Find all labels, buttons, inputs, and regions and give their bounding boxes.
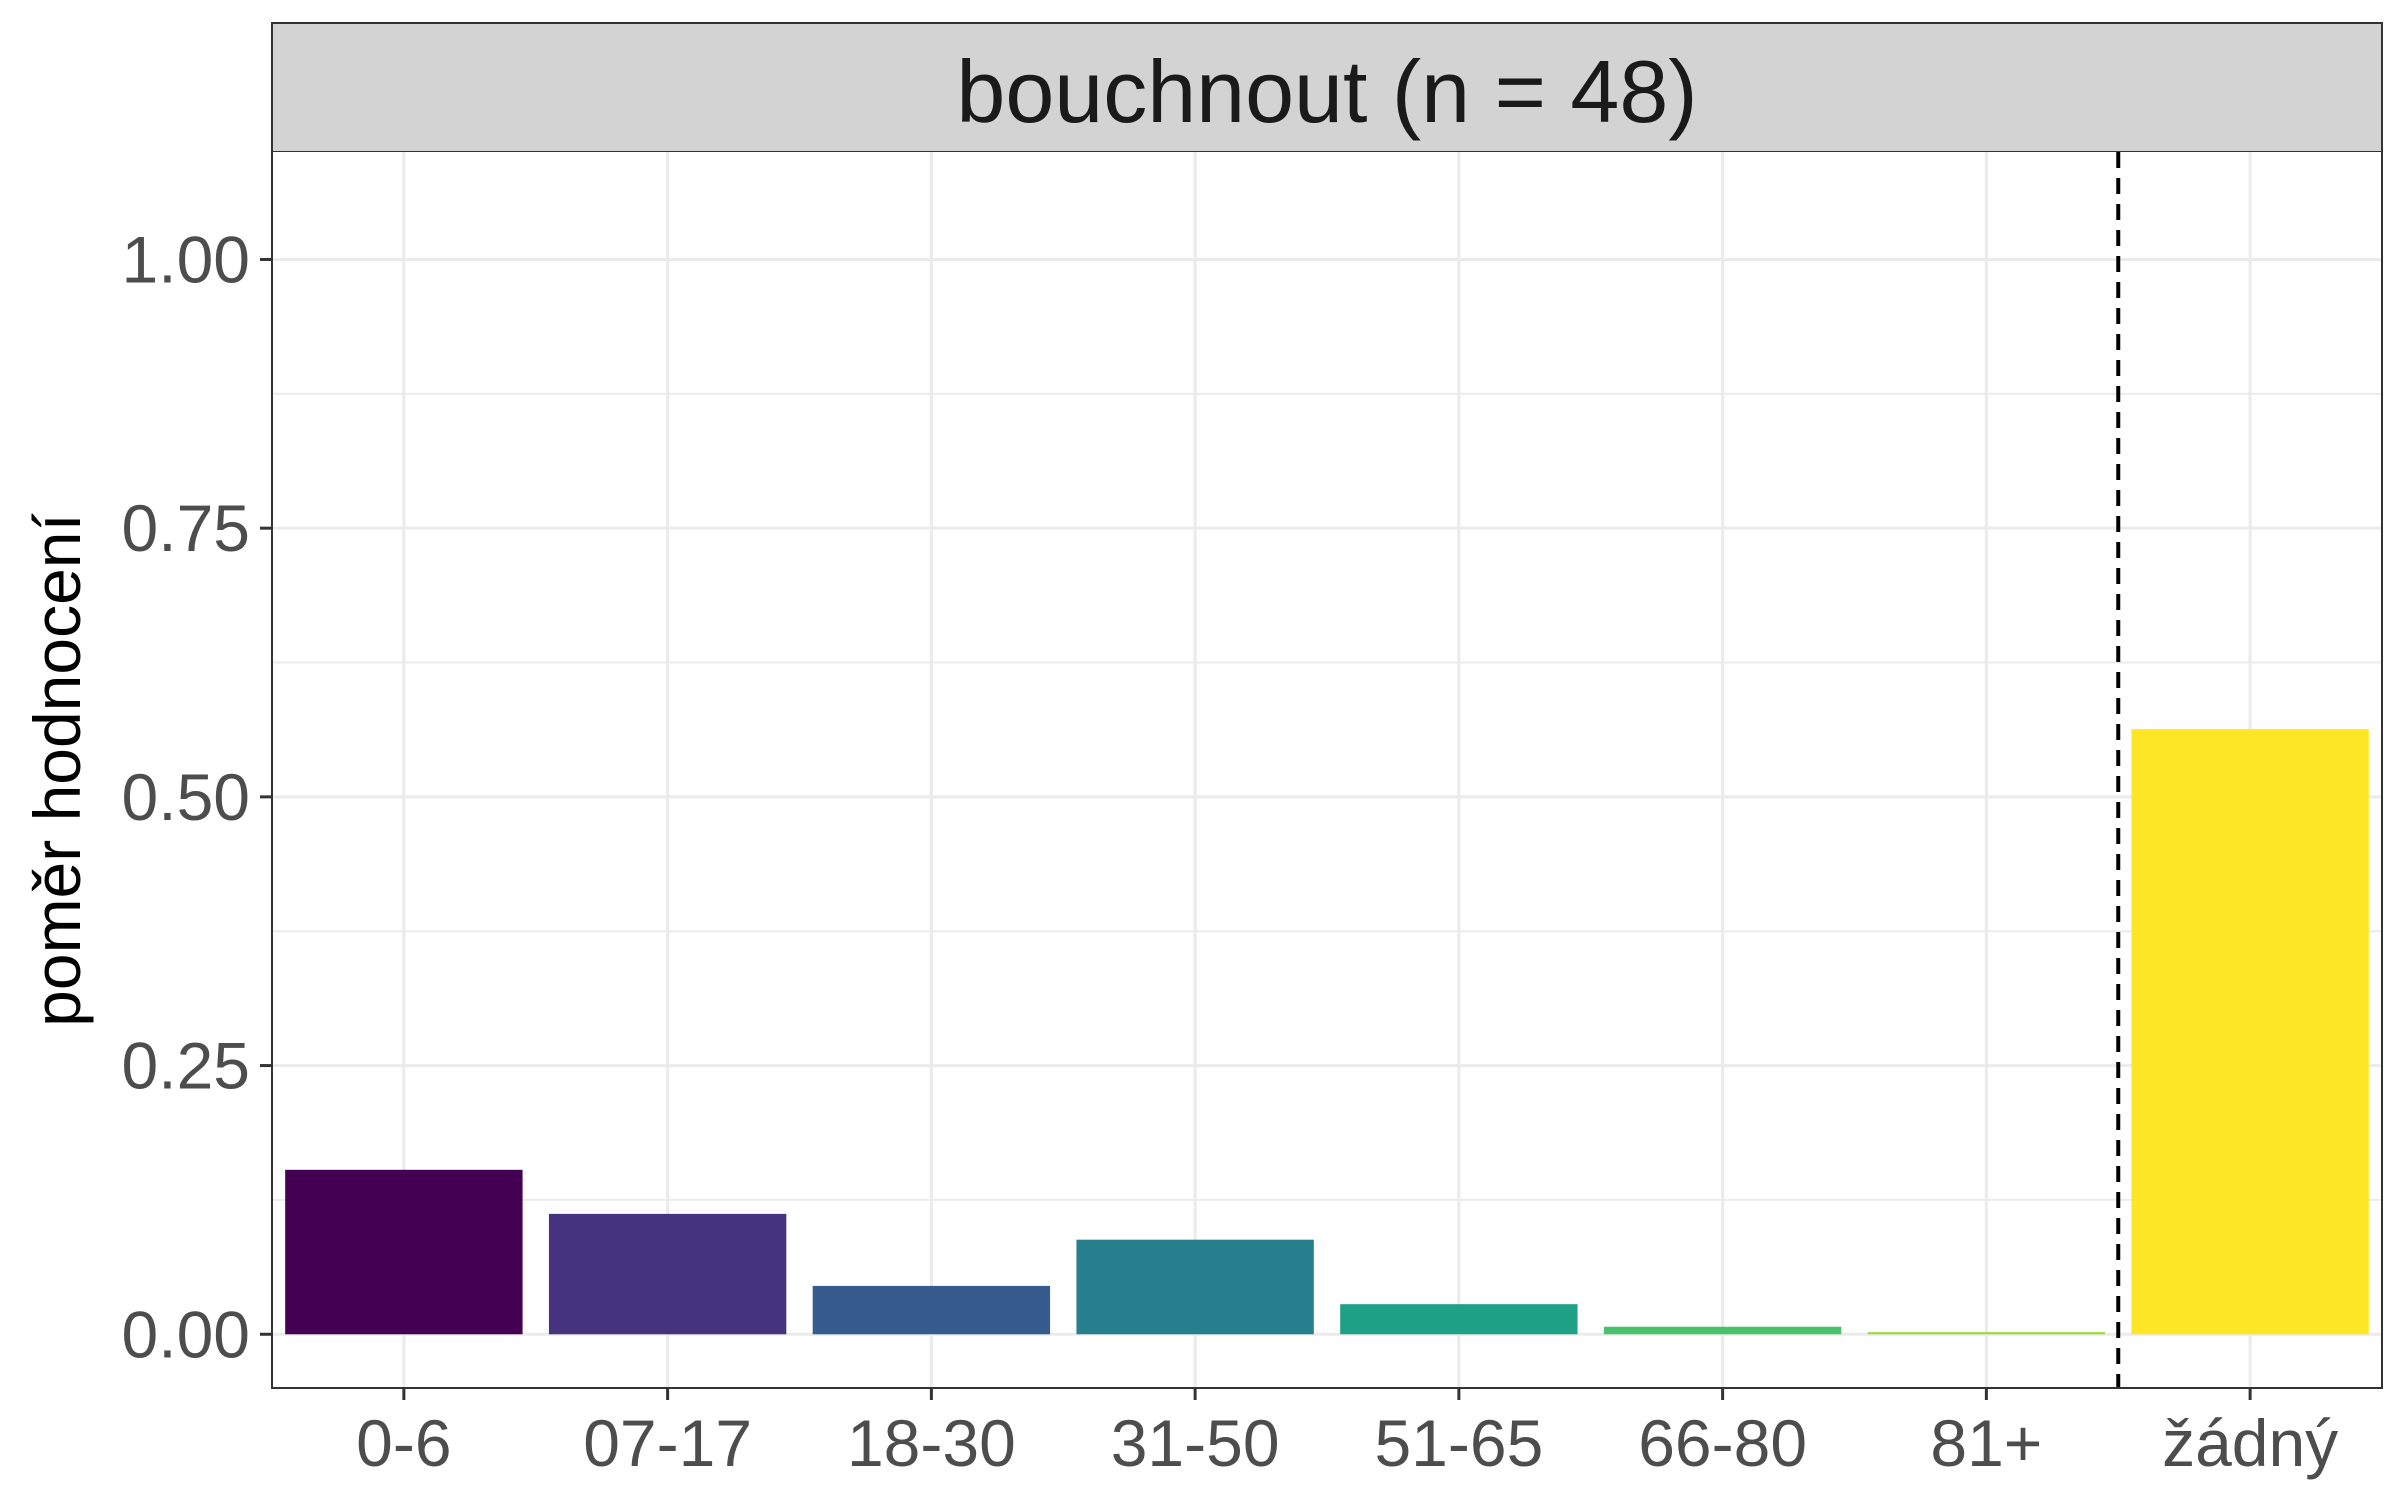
- bar-0-6: [285, 1169, 523, 1335]
- x-tick-label: 66-80: [1638, 1406, 1807, 1480]
- chart-title: bouchnout (n = 48): [956, 42, 1697, 141]
- x-axis: 0-6 07-17 18-30 31-50 51-65 66-80 81+ žádný: [356, 1388, 2338, 1480]
- bar-žádný: [2131, 729, 2369, 1335]
- x-tick-label: žádný: [2162, 1406, 2338, 1480]
- facet-strip-background: [271, 22, 2383, 153]
- x-tick-label: 31-50: [1111, 1406, 1280, 1480]
- y-tick-label: 0.75: [122, 491, 250, 565]
- bar-66-80: [1603, 1326, 1842, 1335]
- x-tick-label: 51-65: [1374, 1406, 1543, 1480]
- bar-31-50: [1076, 1239, 1314, 1335]
- y-axis-title: poměr hodnocení: [20, 512, 94, 1026]
- y-tick-label: 0.50: [122, 760, 250, 834]
- bar-18-30: [812, 1285, 1051, 1335]
- bars: [285, 729, 2369, 1335]
- y-tick-label: 1.00: [122, 222, 250, 296]
- gridlines: [272, 152, 2382, 1388]
- bar-07-17: [548, 1213, 787, 1335]
- x-tick-label: 18-30: [847, 1406, 1016, 1480]
- bar-81+: [1867, 1332, 2106, 1335]
- plot-panel: [271, 22, 2383, 1389]
- y-tick-label: 0.00: [122, 1297, 250, 1371]
- y-tick-label: 0.25: [122, 1029, 250, 1103]
- y-axis: 0.00 0.25 0.50 0.75 1.00: [122, 222, 272, 1371]
- plot-panel-background: [272, 152, 2382, 1388]
- plot-panel-border: [271, 22, 2383, 1389]
- bar-51-65: [1340, 1304, 1578, 1335]
- facet-strip: bouchnout (n = 48): [271, 22, 2383, 153]
- x-tick-label: 0-6: [356, 1406, 451, 1480]
- x-tick-label: 81+: [1930, 1406, 2042, 1480]
- x-tick-label: 07-17: [583, 1406, 752, 1480]
